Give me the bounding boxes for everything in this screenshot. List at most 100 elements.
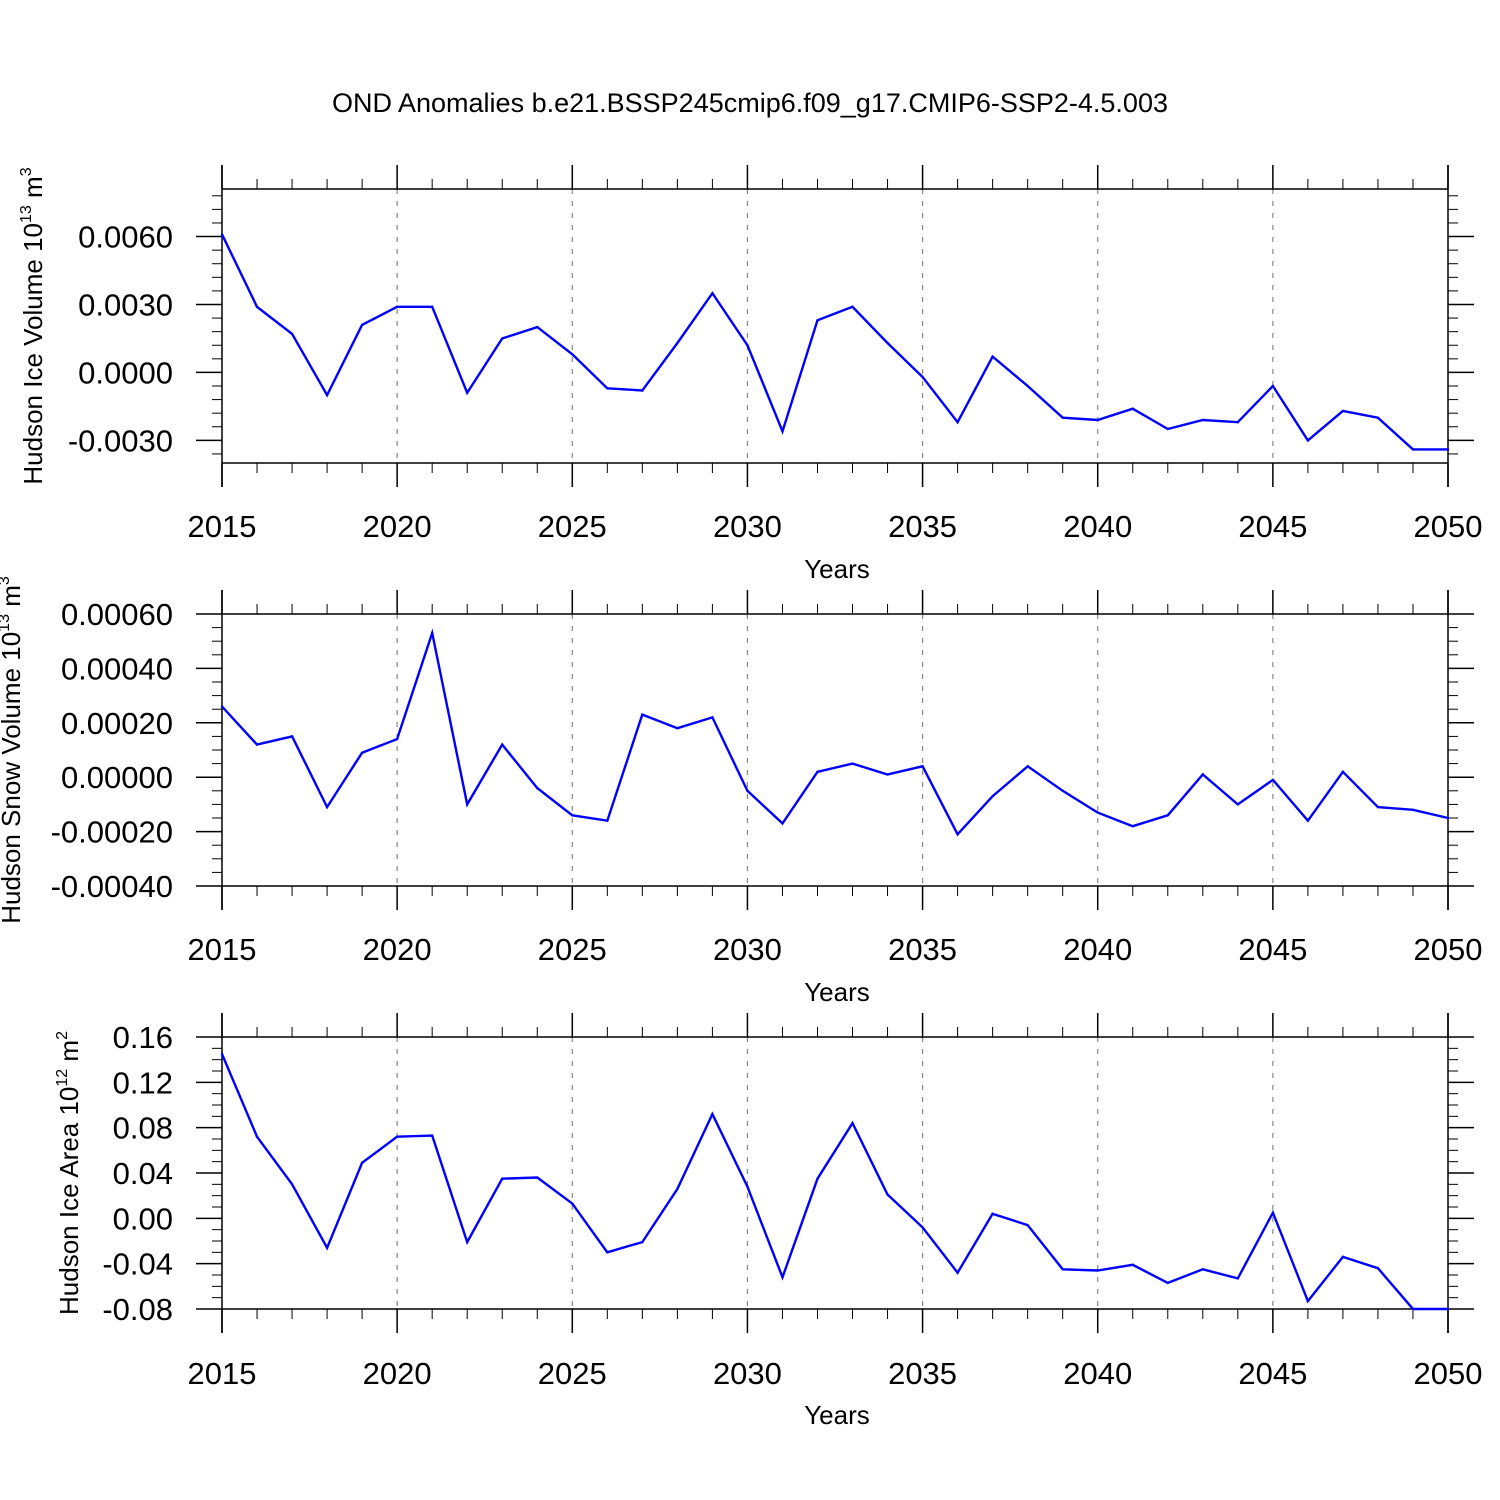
data-point <box>746 344 749 347</box>
y-tick-label: 0.00040 <box>61 651 173 686</box>
x-tick-label: 2045 <box>1238 509 1307 544</box>
x-tick-label: 2040 <box>1063 509 1132 544</box>
data-point <box>430 1134 434 1137</box>
y-axis-label: Hudson Snow Volume 1013 m3 <box>0 576 26 924</box>
data-point <box>1061 1268 1064 1271</box>
data-point <box>921 1226 924 1229</box>
y-tick-label: 0.16 <box>113 1020 173 1055</box>
x-tick-label: 2045 <box>1238 1356 1307 1391</box>
y-axis-label: Hudson Ice Area 1012 m2 <box>54 1031 84 1315</box>
data-point <box>711 716 714 719</box>
data-point <box>220 1052 224 1056</box>
y-tick-label: -0.0030 <box>68 423 173 458</box>
data-point <box>430 631 434 635</box>
y-tick-label: 0.12 <box>113 1065 173 1100</box>
data-point <box>1096 811 1099 814</box>
data-point <box>781 430 784 433</box>
figure-title: OND Anomalies b.e21.BSSP245cmip6.f09_g17… <box>332 88 1168 118</box>
data-point <box>606 387 609 390</box>
data-point <box>360 323 364 327</box>
data-point <box>1446 816 1450 820</box>
x-tick-label: 2020 <box>363 1356 432 1391</box>
data-point <box>1446 448 1450 451</box>
data-point <box>956 421 959 424</box>
data-point <box>1271 384 1275 388</box>
data-point <box>991 795 994 798</box>
y-tick-label: 0.0030 <box>78 287 173 322</box>
data-point <box>1061 416 1064 419</box>
x-tick-label: 2030 <box>713 932 782 967</box>
data-point <box>676 1187 679 1191</box>
data-point <box>1411 808 1415 812</box>
data-point <box>571 814 574 817</box>
data-point <box>816 1177 819 1180</box>
data-point <box>816 770 819 773</box>
data-point <box>1131 1263 1134 1267</box>
y-tick-label: 0.0000 <box>78 355 173 390</box>
x-axis-label: Years <box>804 554 870 584</box>
x-tick-label: 2050 <box>1414 1356 1483 1391</box>
y-axis-label: Hudson Ice Volume 1013 m3 <box>18 167 48 484</box>
data-point <box>1131 824 1134 828</box>
data-point <box>1096 418 1099 422</box>
data-point <box>1061 789 1064 792</box>
data-point <box>220 705 224 708</box>
data-point <box>641 1240 644 1244</box>
data-point <box>1306 1299 1310 1303</box>
data-point <box>641 389 644 392</box>
x-tick-label: 2050 <box>1414 509 1483 544</box>
data-point <box>851 305 854 308</box>
data-point <box>1236 421 1240 424</box>
data-point <box>1201 418 1205 422</box>
data-point <box>1026 1223 1029 1227</box>
data-point <box>711 1112 714 1116</box>
x-tick-label: 2045 <box>1238 932 1307 967</box>
data-point <box>360 1161 364 1165</box>
data-point <box>395 1135 399 1138</box>
data-point <box>921 765 924 768</box>
x-tick-label: 2040 <box>1063 932 1132 967</box>
data-point <box>956 1271 959 1274</box>
data-point <box>1341 1255 1345 1259</box>
data-point <box>255 305 259 308</box>
x-tick-label: 2025 <box>538 1356 607 1391</box>
x-tick-label: 2040 <box>1063 1356 1132 1391</box>
x-tick-label: 2030 <box>713 1356 782 1391</box>
data-point <box>466 1240 469 1244</box>
data-point <box>1166 1281 1169 1285</box>
y-tick-label: -0.00040 <box>51 869 173 904</box>
data-point <box>290 1183 294 1186</box>
y-tick-label: -0.04 <box>102 1247 173 1282</box>
data-point <box>711 291 714 295</box>
data-point <box>781 822 784 825</box>
data-point <box>1026 765 1029 768</box>
data-point <box>430 305 434 308</box>
data-point <box>571 353 574 356</box>
y-tick-label: 0.00000 <box>61 760 173 795</box>
data-point <box>536 786 539 790</box>
data-point <box>325 1246 329 1250</box>
data-point <box>1271 778 1275 782</box>
panel-1: 2015 2020 2025 2030 2035 2040 2045 2050 -0.0030 0… <box>18 165 1482 584</box>
x-tick-label: 2035 <box>888 1356 957 1391</box>
x-axis-label: Years <box>804 977 870 1007</box>
x-tick-label: 2020 <box>363 509 432 544</box>
x-tick-label: 2015 <box>188 509 257 544</box>
data-point <box>325 393 329 397</box>
data-point <box>641 713 644 716</box>
data-point <box>1236 1277 1240 1280</box>
data-point <box>746 789 749 792</box>
data-point <box>781 1276 784 1279</box>
data-point <box>466 391 469 395</box>
y-tick-label: -0.08 <box>102 1292 173 1327</box>
y-tick-label: 0.04 <box>113 1156 173 1191</box>
panel-3: 2015 2020 2025 2030 2035 2040 2045 2050 -0.08 -0.… <box>54 1013 1482 1430</box>
data-point <box>1411 1307 1415 1311</box>
data-point <box>746 1185 749 1188</box>
x-tick-label: 2015 <box>188 1356 257 1391</box>
data-point <box>325 805 329 809</box>
data-point <box>1376 1267 1380 1270</box>
data-point <box>290 332 294 336</box>
data-point <box>991 1212 994 1216</box>
